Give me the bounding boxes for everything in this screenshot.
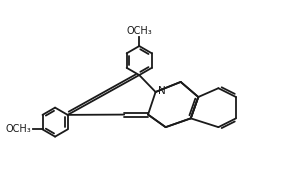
Text: OCH₃: OCH₃ xyxy=(6,124,31,134)
Text: N: N xyxy=(158,87,165,96)
Text: OCH₃: OCH₃ xyxy=(126,25,152,36)
